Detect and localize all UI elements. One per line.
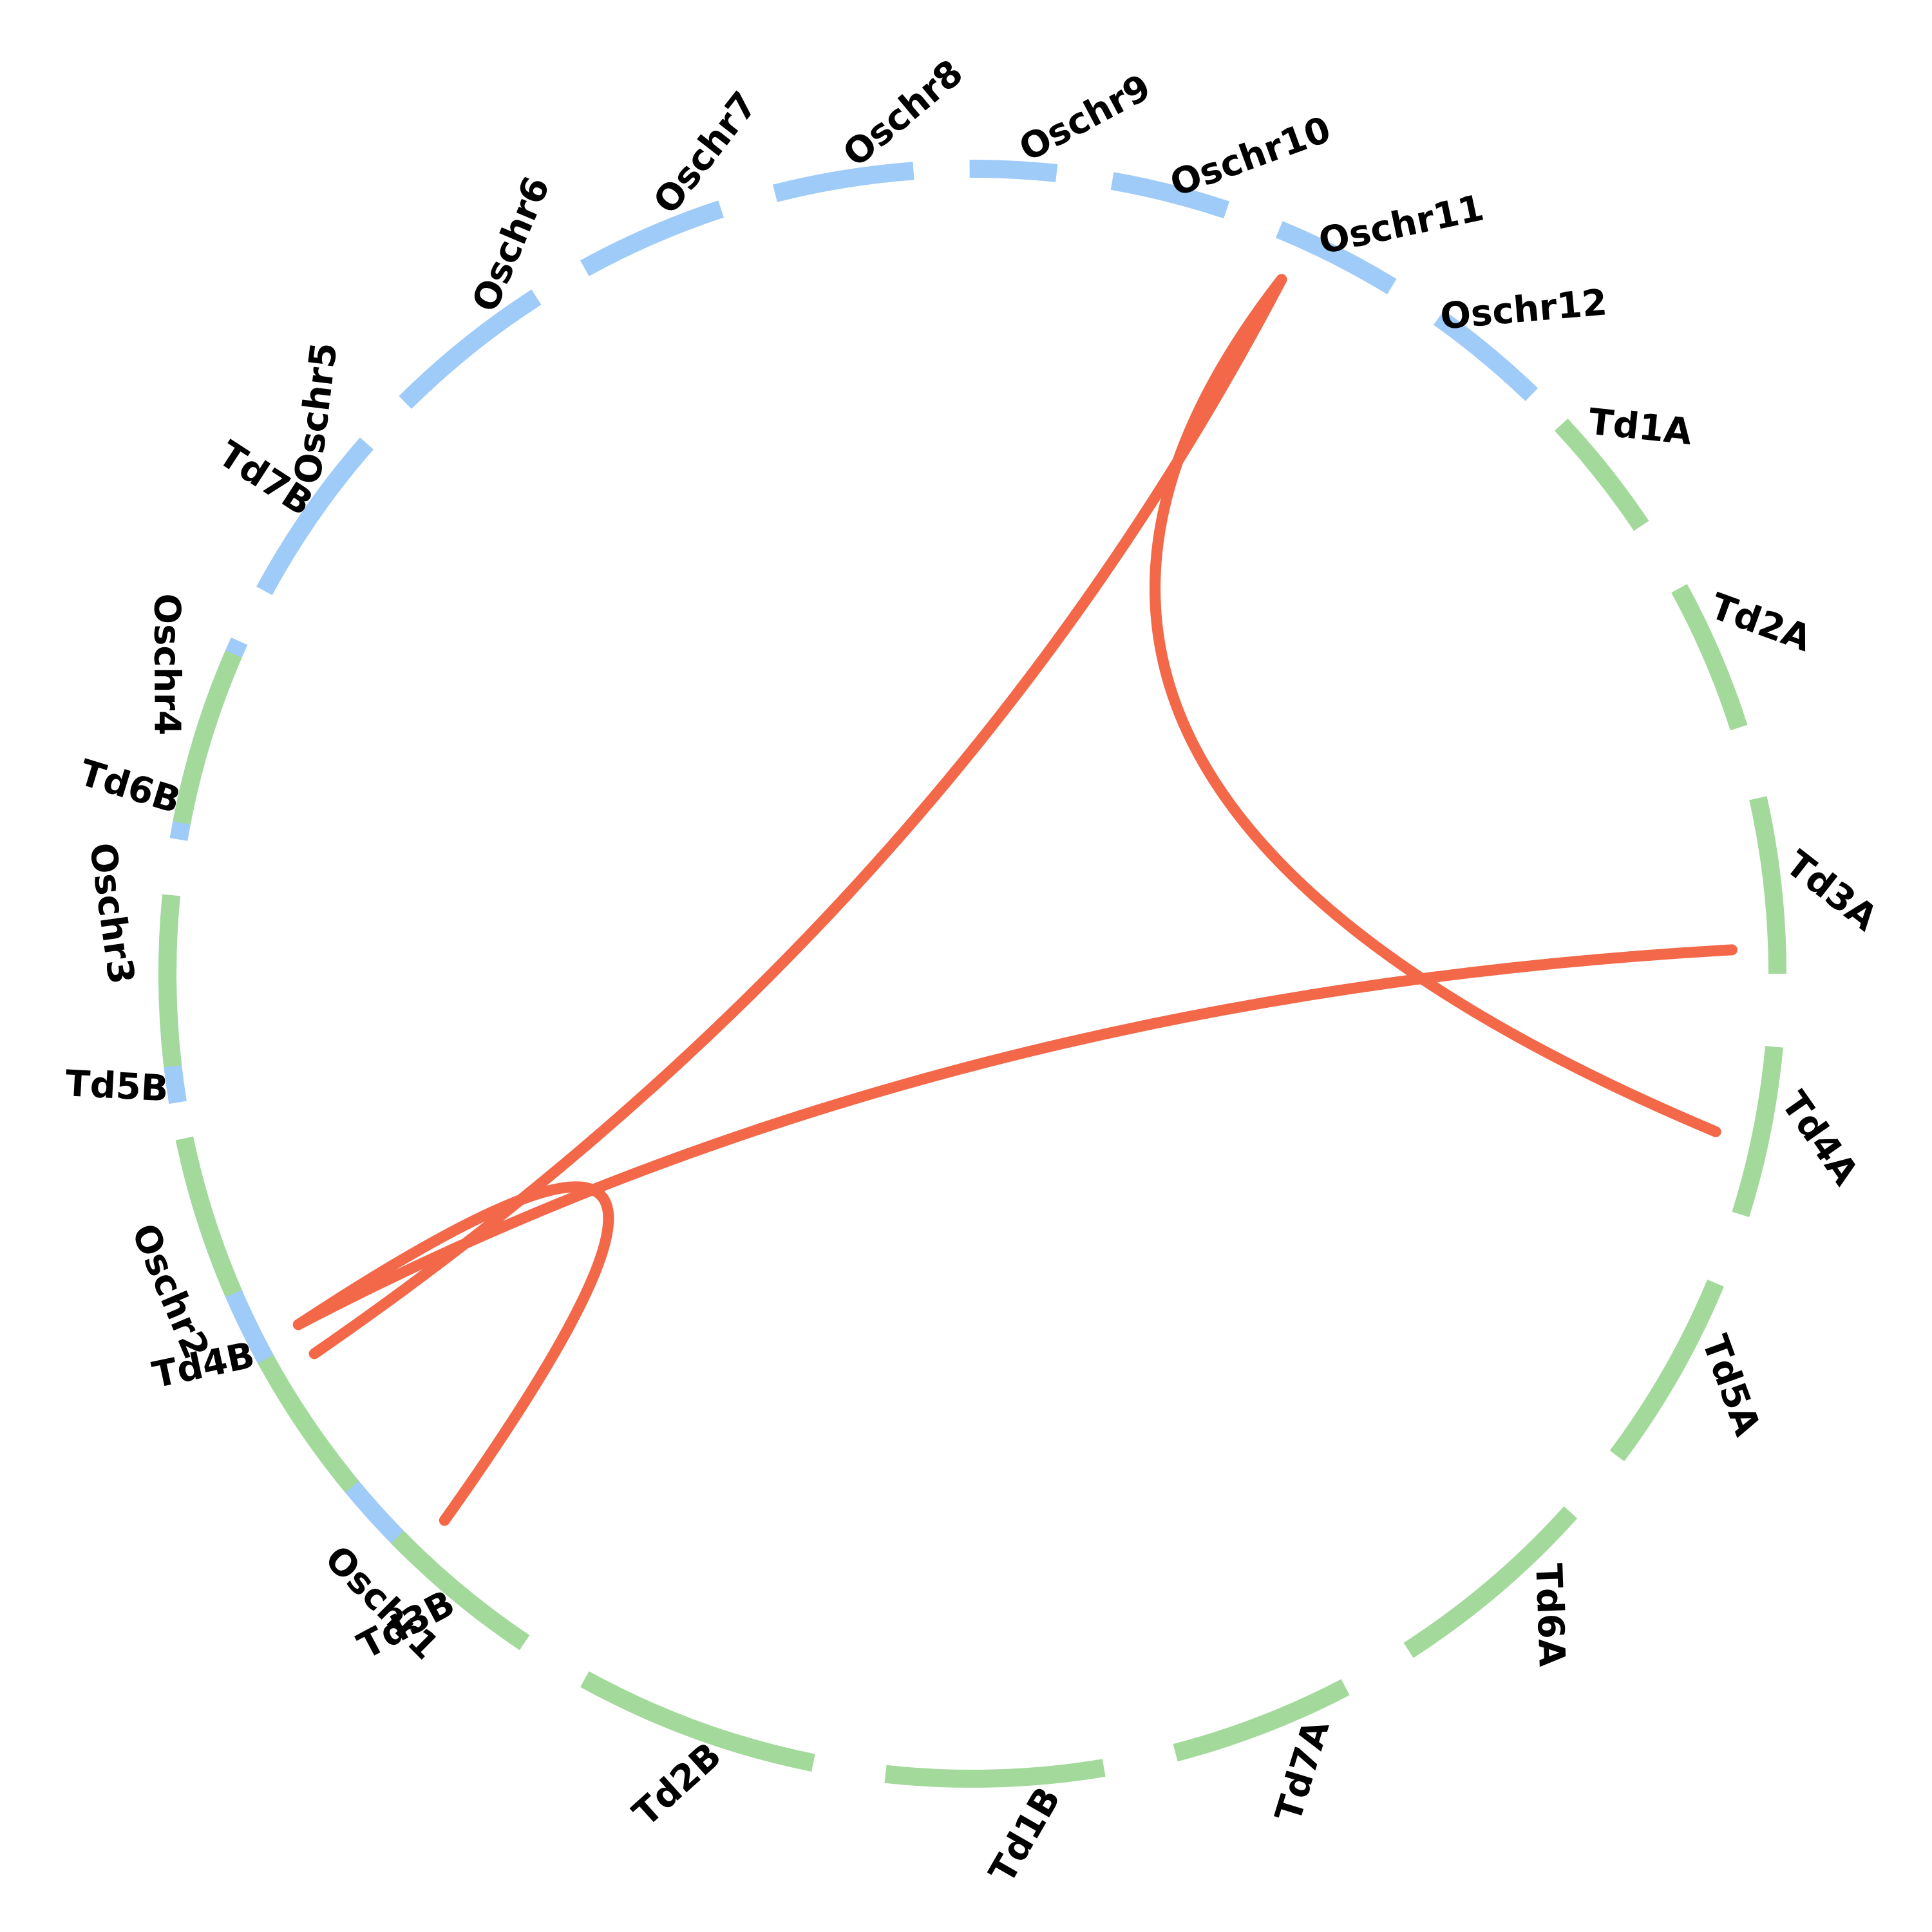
chromosome-arc-td5b [175, 1136, 242, 1297]
chromosome-labels: Oschr1Oschr2Oschr3Oschr4Oschr5Oschr6Osch… [64, 52, 1886, 1890]
chromosome-label-oschr11: Oschr11 [1315, 187, 1487, 263]
synteny-links [292, 274, 1738, 1526]
chromosome-arc-td3b [390, 1530, 530, 1651]
chromosome-arc-td6a [1403, 1506, 1578, 1658]
synteny-link-oschr11-td4a [1150, 274, 1721, 1137]
chromosome-label-td1a: Td1A [1587, 401, 1694, 453]
chromosome-arc-td4a [1732, 1046, 1783, 1217]
chromosome-arc-td7a [1173, 1679, 1350, 1762]
chromosome-arc-oschr5 [256, 437, 374, 596]
chromosome-arc-td5a [1609, 1280, 1724, 1462]
chromosome-ring [158, 159, 1786, 1788]
chromosome-label-td5b: Td5B [64, 1063, 169, 1110]
chromosome-arc-td7b [173, 650, 242, 825]
chromosome-arc-oschr12 [1433, 310, 1539, 401]
chromosome-label-td2b: Td2B [625, 1735, 730, 1835]
chromosome-label-td6a: Td6A [1527, 1562, 1573, 1667]
chromosome-arc-td4b [258, 1354, 359, 1493]
chromosome-arc-oschr11 [1275, 221, 1397, 295]
chromosome-arc-td1b [884, 1759, 1106, 1788]
chromosome-arc-oschr6 [399, 289, 542, 409]
chromosome-label-oschr12: Oschr12 [1439, 281, 1609, 337]
chromosome-arc-td3a [1749, 796, 1786, 974]
chromosome-label-oschr6: Oschr6 [464, 171, 558, 317]
chromosome-arc-td2b [580, 1671, 815, 1772]
chromosome-label-oschr9: Oschr9 [1012, 66, 1157, 170]
chromosome-label-oschr5: Oschr5 [287, 340, 345, 486]
chromosome-arc-td6b [158, 894, 182, 1068]
chromosome-label-td4a: Td4A [1773, 1084, 1867, 1193]
synteny-link-oschr11-td4b [308, 274, 1287, 1359]
chromosome-label-oschr7: Oschr7 [645, 84, 766, 222]
synteny-link-oschr2-td3b [292, 1181, 614, 1526]
chromosome-arc-oschr8 [772, 162, 914, 202]
chromosome-arc-oschr7 [580, 200, 724, 276]
chromosome-label-oschr10: Oschr10 [1165, 109, 1336, 205]
chromosome-arc-oschr10 [1110, 172, 1230, 219]
chromosome-arc-td2a [1671, 583, 1748, 731]
chromosome-label-oschr3: Oschr3 [81, 840, 142, 987]
chromosome-label-td7a: Td7A [1267, 1715, 1338, 1826]
chromosome-label-td5a: Td5A [1694, 1330, 1768, 1442]
chromosome-arc-td1a [1554, 418, 1649, 531]
chromosome-label-td4b: Td4B [149, 1334, 258, 1397]
chromosome-label-td3a: Td3A [1778, 843, 1886, 940]
chromosome-label-td2a: Td2A [1705, 585, 1817, 660]
synteny-link-oschr2-td3a [292, 944, 1738, 1331]
chromosome-label-oschr8: Oschr8 [835, 52, 971, 176]
chromosome-label-td6b: Td6B [75, 752, 185, 822]
chromosome-label-oschr4: Oschr4 [146, 594, 188, 736]
chromosome-label-td1b: Td1B [981, 1780, 1069, 1890]
chromosome-label-oschr2: Oschr2 [123, 1218, 217, 1365]
chromosome-arc-oschr9 [969, 159, 1058, 182]
